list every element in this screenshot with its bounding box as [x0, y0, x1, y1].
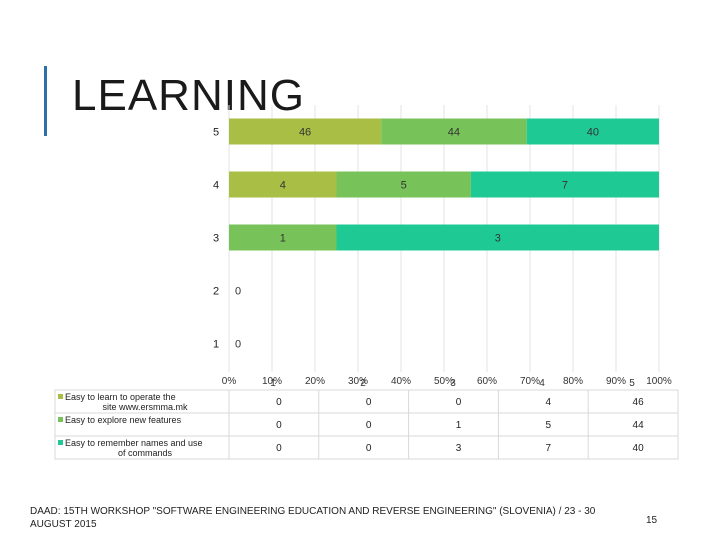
bar-segment	[336, 171, 471, 198]
slide-footer: DAAD: 15TH WORKSHOP "SOFTWARE ENGINEERIN…	[30, 506, 596, 530]
bar-segment	[229, 171, 337, 198]
table-cell: 3	[456, 443, 462, 454]
data-label: 7	[562, 180, 568, 192]
data-label: 0	[235, 339, 241, 351]
table-cell: 0	[276, 443, 282, 454]
x-tick-label: 100%	[646, 376, 672, 387]
table-cell: 0	[276, 420, 282, 431]
category-label: 4	[213, 180, 219, 192]
table-cell: 46	[633, 397, 645, 408]
bar-segment	[381, 118, 527, 145]
x-tick-label: 0%	[222, 376, 237, 387]
legend-swatch	[58, 417, 63, 422]
table-cell: 40	[633, 443, 645, 454]
table-cell: 7	[546, 443, 552, 454]
table-cell: 0	[366, 443, 372, 454]
category-label: 3	[213, 233, 219, 245]
legend-label-continued: of commands	[118, 448, 173, 458]
table-cell: 4	[546, 397, 552, 408]
legend-label: Easy to remember names and use	[65, 438, 203, 448]
data-label: 5	[401, 180, 407, 192]
bar-segment	[526, 118, 659, 145]
bar-segment	[229, 224, 337, 251]
table-cell: 0	[276, 397, 282, 408]
x-axis-category-label: 1	[270, 378, 276, 389]
table-cell: 1	[456, 420, 462, 431]
x-tick-label: 10%	[262, 376, 282, 387]
bar-segment	[229, 118, 382, 145]
x-axis-category-label: 2	[360, 378, 366, 389]
legend-swatch	[58, 394, 63, 399]
legend-swatch	[58, 440, 63, 445]
page-number: 15	[646, 515, 658, 526]
slide-title: LEARNING	[72, 71, 305, 120]
table-cell: 5	[546, 420, 552, 431]
table-cell: 44	[633, 420, 645, 431]
x-tick-label: 70%	[520, 376, 540, 387]
x-tick-label: 30%	[348, 376, 368, 387]
title-accent-bar	[44, 66, 47, 136]
data-label: 3	[495, 233, 501, 245]
x-tick-label: 80%	[563, 376, 583, 387]
table-cell: 0	[366, 420, 372, 431]
data-label: 40	[587, 127, 599, 139]
x-axis-category-label: 5	[629, 378, 635, 389]
data-label: 1	[280, 233, 286, 245]
data-label: 0	[235, 286, 241, 298]
x-axis-category-label: 4	[539, 378, 545, 389]
data-label: 46	[299, 127, 311, 139]
legend-label: Easy to learn to operate the	[65, 392, 176, 402]
x-tick-label: 50%	[434, 376, 454, 387]
x-tick-label: 40%	[391, 376, 411, 387]
x-axis-category-label: 3	[450, 378, 456, 389]
legend-label: Easy to explore new features	[65, 415, 182, 425]
bar-segment	[470, 171, 659, 198]
data-label: 44	[448, 127, 460, 139]
legend-label-continued: site www.ersmma.mk	[102, 402, 188, 412]
x-tick-label: 60%	[477, 376, 497, 387]
category-label: 5	[213, 127, 219, 139]
table-cell: 0	[456, 397, 462, 408]
x-tick-label: 90%	[606, 376, 626, 387]
category-label: 2	[213, 286, 219, 298]
bar-segment	[336, 224, 659, 251]
x-tick-label: 20%	[305, 376, 325, 387]
table-cell: 0	[366, 397, 372, 408]
data-label: 4	[280, 180, 286, 192]
category-label: 1	[213, 339, 219, 351]
